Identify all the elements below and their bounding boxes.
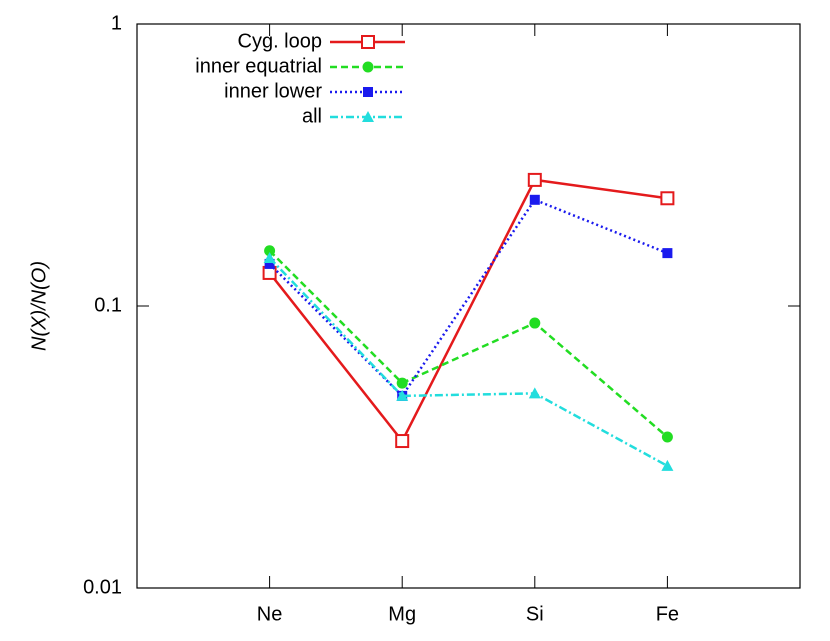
plot-frame bbox=[136, 23, 801, 589]
series-line bbox=[268, 257, 668, 467]
data-point bbox=[660, 191, 675, 206]
legend-marker bbox=[361, 35, 375, 49]
data-point bbox=[264, 245, 276, 257]
legend-marker bbox=[362, 61, 374, 73]
legend-marker bbox=[362, 111, 374, 122]
data-point bbox=[395, 434, 410, 449]
legend-label: inner equatrial bbox=[195, 55, 322, 77]
x-tick-label: Si bbox=[526, 603, 544, 625]
x-tick-label: Fe bbox=[656, 603, 679, 625]
series-line bbox=[268, 249, 669, 438]
data-point bbox=[396, 377, 408, 389]
series-line bbox=[268, 178, 668, 444]
data-point bbox=[661, 431, 673, 443]
y-tick-label: 0.01 bbox=[83, 576, 122, 598]
data-point bbox=[263, 251, 276, 263]
y-axis-label: N(X)/N(O) bbox=[28, 261, 50, 351]
legend-label: inner lower bbox=[224, 80, 322, 102]
data-point bbox=[264, 258, 275, 269]
data-point bbox=[396, 389, 409, 401]
data-point bbox=[529, 194, 540, 205]
data-point bbox=[529, 317, 541, 329]
x-tick-label: Ne bbox=[257, 603, 283, 625]
series-line bbox=[268, 198, 668, 398]
legend-marker bbox=[363, 87, 373, 97]
x-tick-label: Mg bbox=[388, 603, 416, 625]
data-point bbox=[528, 387, 541, 399]
data-point bbox=[661, 459, 674, 471]
data-point bbox=[527, 172, 542, 187]
legend-label: Cyg. loop bbox=[238, 30, 323, 52]
y-tick-label: 0.1 bbox=[94, 294, 122, 316]
data-point bbox=[662, 248, 673, 259]
legend-label: all bbox=[302, 105, 322, 127]
y-tick-label: 1 bbox=[111, 12, 122, 34]
